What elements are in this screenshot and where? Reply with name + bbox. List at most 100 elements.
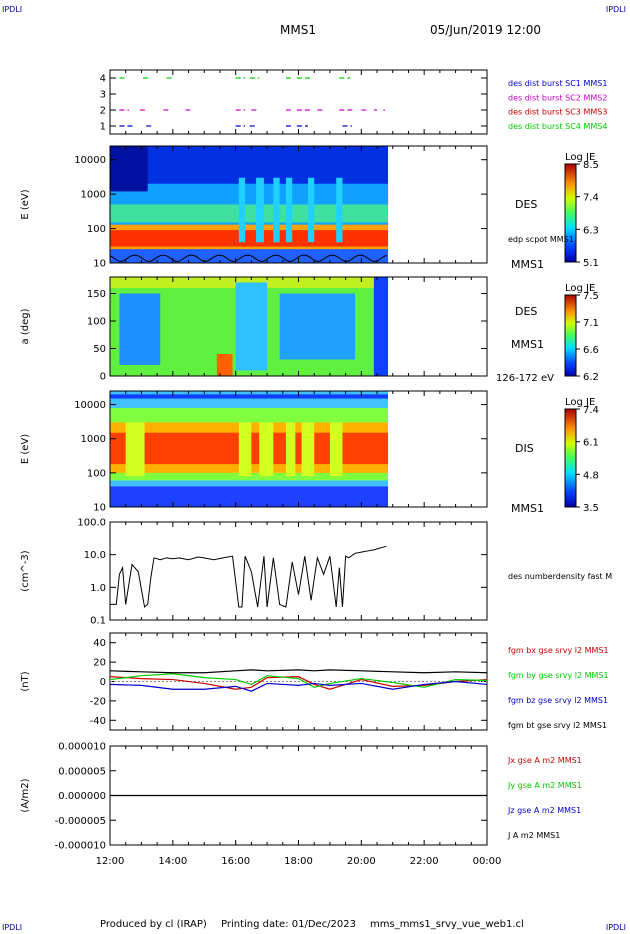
bfield-panel-ytick-label: 0 (100, 677, 106, 688)
des-pitch-panel-colorbar-title: Log JE (565, 283, 595, 294)
des-energy-sc-label: MMS1 (511, 258, 544, 271)
burst-legend-entry: des dist burst SC2 MMS2 (508, 93, 607, 102)
xaxis-tick-label: 12:00 (96, 856, 125, 867)
dis-energy-panel-ytick-label: 10000 (74, 400, 106, 411)
current-panel-ytick-label: 0.000000 (58, 791, 106, 802)
des-energy-panel-image (109, 146, 389, 263)
dis-energy-panel-ytick-label: 1000 (81, 434, 106, 445)
des-energy-gap (285, 177, 293, 243)
current-panel-ytick-label: 0.000005 (58, 766, 106, 777)
burst-panel-frame (109, 69, 488, 135)
des-pitch-patch (119, 293, 161, 365)
des-pitch-panel-colorbar-tick-label: 7.5 (583, 291, 599, 302)
bfield-panel-ytick-label: 40 (93, 638, 106, 649)
burst-legend-entry: des dist burst SC1 MMS1 (508, 79, 607, 88)
des-pitch-panel-ytick-label: 100 (87, 317, 106, 328)
des-energy-overlay-label: edp scpot MMS1 (508, 235, 574, 244)
density-line (110, 545, 387, 608)
bfield-panel-ytick-label: -40 (90, 716, 106, 727)
des-energy-band (110, 249, 389, 263)
des-energy-gap (273, 177, 280, 243)
current-legend-entry: J A m2 MMS1 (507, 831, 560, 840)
dis-energy-panel-ytick-label: 100 (87, 468, 106, 479)
dis-energy-band (110, 394, 389, 399)
des-pitch-patch (235, 282, 268, 371)
des-energy-panel-colorbar-tick-label: 7.4 (583, 193, 599, 204)
dis-energy-sc-label: MMS1 (511, 502, 544, 515)
dis-energy-gap (285, 422, 296, 477)
dis-energy-gap (301, 422, 315, 477)
panels: 1 2 3 4 des dist burst SC1 MMS1 des dist burs… (20, 69, 612, 867)
des-energy-panel-ytick-label: 10000 (74, 155, 106, 166)
des-pitch-sc-label: MMS1 (511, 338, 544, 351)
dis-energy-panel-colorbar-tick-label: 3.5 (583, 503, 599, 514)
des-energy-label: DES (515, 198, 537, 211)
density-panel-ylabel: (cm^-3) (20, 550, 31, 591)
corner-label-tl: IPDLI (2, 5, 23, 14)
burst-panel-ytick-label: 1 (100, 122, 106, 133)
des-pitch-panel-colorbar-tick-label: 6.2 (583, 372, 599, 383)
dis-energy-label: DIS (515, 442, 534, 455)
des-energy-gap (307, 177, 315, 243)
dis-energy-panel-colorbar-tick-label: 4.8 (583, 470, 599, 481)
dis-energy-panel-colorbar-title: Log JE (565, 397, 595, 408)
des-energy-band (110, 230, 389, 247)
corner-label-br: IPDLI (605, 923, 626, 932)
des-energy-panel-colorbar-tick-label: 6.3 (583, 225, 599, 236)
des-pitch-panel-ytick-label: 150 (87, 289, 106, 300)
corner-label-tr: IPDLI (605, 5, 626, 14)
dis-energy-panel-ylabel: E (eV) (20, 434, 31, 464)
xaxis-tick-label: 16:00 (221, 856, 250, 867)
des-pitch-label: DES (515, 305, 537, 318)
dis-energy-gap (125, 422, 145, 477)
des-energy-panel-ytick-label: 1000 (81, 190, 106, 201)
burst-panel-ytick-label: 2 (100, 106, 106, 117)
current-panel-ytick-label: -0.000010 (55, 841, 106, 852)
xaxis-tick-label: 14:00 (158, 856, 187, 867)
des-pitch-panel-colorbar-tick-label: 7.1 (583, 318, 599, 329)
des-energy-panel-ytick-label: 100 (87, 224, 106, 235)
dis-energy-gap (259, 422, 274, 477)
bfield-panel-ylabel: (nT) (20, 671, 31, 691)
des-energy-hot (110, 146, 148, 192)
xaxis-tick-label: 18:00 (284, 856, 313, 867)
burst-panel-ytick-label: 4 (100, 74, 106, 85)
bfield-legend-entry: fgm by gse srvy l2 MMS1 (508, 671, 609, 680)
xaxis-tick-label: 22:00 (410, 856, 439, 867)
des-energy-panel-colorbar-title: Log JE (565, 152, 595, 163)
xaxis-tick-label: 20:00 (347, 856, 376, 867)
burst-panel-ytick-label: 3 (100, 90, 106, 101)
des-energy-gap (238, 177, 246, 243)
dis-energy-panel-colorbar-tick-label: 6.1 (583, 438, 599, 449)
footer-filename: mms_mms1_srvy_vue_web1.cl (370, 919, 524, 930)
des-energy-panel-colorbar-tick-label: 8.5 (583, 160, 599, 171)
density-panel-ytick-label: 100.0 (77, 518, 106, 529)
density-panel-frame (109, 521, 488, 621)
density-panel-ytick-label: 10.0 (84, 550, 106, 561)
dis-energy-panel-colorbar-tick-label: 7.4 (583, 405, 599, 416)
current-legend-entry: Jy gse A m2 MMS1 (507, 781, 582, 790)
des-energy-gap (256, 177, 264, 243)
des-pitch-panel-ylabel: a (deg) (20, 308, 31, 344)
des-pitch-panel-ytick-label: 50 (93, 344, 106, 355)
bfield-legend-entry: fgm bz gse srvy l2 MMS1 (508, 696, 608, 705)
des-pitch-patch (216, 354, 233, 376)
footer-printing-date: Printing date: 01/Dec/2023 (221, 919, 357, 930)
current-panel-ytick-label: 0.000010 (58, 742, 106, 753)
current-panel-ylabel: (A/m2) (20, 778, 31, 812)
corner-label-bl: IPDLI (2, 923, 23, 932)
des-energy-panel-colorbar (564, 163, 577, 263)
bfield-legend-entry: fgm bx gse srvy l2 MMS1 (508, 646, 609, 655)
des-pitch-patch (279, 293, 356, 360)
bfield-line (109, 669, 488, 674)
dis-energy-panel-colorbar (564, 408, 577, 508)
des-energy-panel-ylabel: E (eV) (20, 189, 31, 219)
des-pitch-panel-colorbar-tick-label: 6.6 (583, 345, 599, 356)
burst-legend-entry: des dist burst SC4 MMS4 (508, 122, 607, 131)
dis-energy-gap (329, 422, 343, 477)
des-pitch-range-label: 126-172 eV (496, 373, 554, 384)
burst-legend-entry: des dist burst SC3 MMS3 (508, 108, 607, 117)
density-legend-entry: des numberdensity fast M (508, 572, 612, 581)
des-pitch-patch (373, 277, 389, 376)
